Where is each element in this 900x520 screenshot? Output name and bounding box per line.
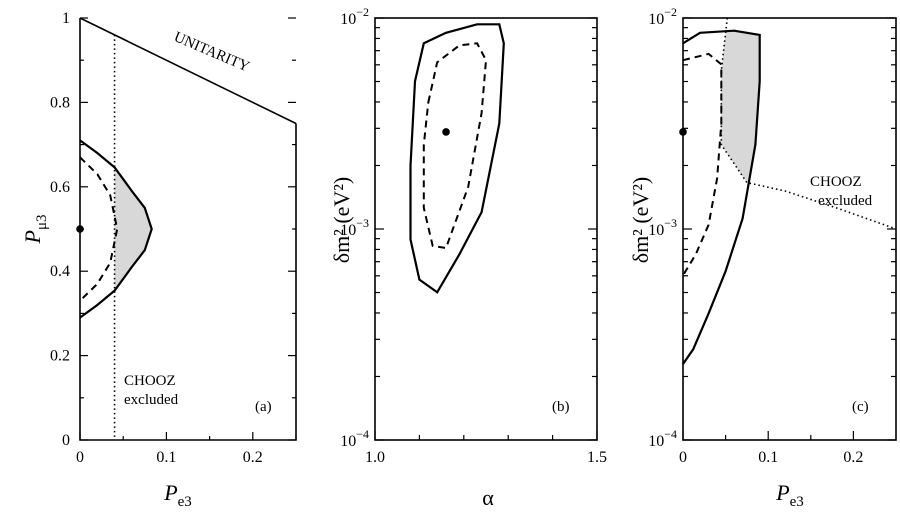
panel-a-solid-contour — [79, 139, 153, 319]
panel-c-tag: (c) — [852, 399, 869, 415]
panel-a-shaded-region — [114, 167, 152, 291]
panel-c-xlabel: Pe3 — [775, 480, 804, 510]
panel-c-chooz-curve — [720, 18, 896, 230]
panel-b-ytick-label: 10−2 — [340, 5, 369, 28]
panel-b-ytick-label: 10−3 — [340, 216, 369, 239]
panel-c-ylabel: δm² (eV²) — [628, 177, 653, 263]
panel-a-ytick-label: 0.8 — [50, 94, 70, 111]
panel-c-xtick-label: 0.1 — [758, 449, 778, 466]
panel-c-ytick-label: 10−3 — [648, 216, 677, 239]
panel-b-ylabel: δm² (eV²) — [329, 177, 354, 263]
panel-b-xtick-label: 1.5 — [587, 449, 607, 466]
panel-a-tag: (a) — [255, 399, 272, 415]
panel-a-xtick-label: 0.1 — [156, 449, 176, 466]
panel-c-frame — [682, 17, 897, 441]
panel-b-frame — [374, 17, 598, 441]
panel-c-ytick-label: 10−2 — [648, 5, 677, 28]
panel-b-solid-contour — [409, 23, 505, 294]
panel-b-tag: (b) — [552, 399, 570, 415]
panel-b-xtick-label: 1.0 — [365, 449, 385, 466]
panel-a-xlabel: Pe3 — [163, 480, 192, 510]
panel-a-ytick-label: 0 — [62, 432, 70, 449]
panel-a-chooz-label: CHOOZ — [124, 373, 176, 389]
panel-a-xtick-label: 0 — [76, 449, 84, 466]
panel-a-dashed-contour — [79, 156, 119, 302]
panel-a-xtick-label: 0.2 — [243, 449, 263, 466]
panel-a-ytick-label: 0.2 — [50, 348, 70, 365]
panel-c-dashed-contour — [682, 52, 723, 276]
panel-c-ytick-label: 10−4 — [648, 427, 677, 450]
panel-b-ytick-label: 10−4 — [340, 427, 369, 450]
panel-a-ylabel: Pμ3 — [20, 215, 50, 245]
panel-a-excluded-label: excluded — [124, 392, 179, 408]
panel-b-dashed-contour — [422, 42, 488, 250]
panel-a-ytick-label: 0.6 — [50, 179, 70, 196]
panel-a-unitarity-line — [79, 17, 297, 125]
panel-c-best-fit-point — [679, 128, 687, 136]
panel-a-ytick-label: 1 — [62, 10, 70, 27]
panel-c-solid-contour — [682, 29, 761, 365]
panel-c-xtick-label: 0 — [679, 449, 687, 466]
panel-a-ytick-label: 0.4 — [50, 263, 70, 280]
panel-b-xlabel: α — [482, 485, 494, 510]
panel-c-xtick-label: 0.2 — [843, 449, 863, 466]
panel-b-best-fit-point — [442, 128, 450, 136]
panel-a-frame — [79, 18, 297, 441]
panel-c-excluded-label: excluded — [818, 193, 873, 209]
panel-c-chooz-label: CHOOZ — [810, 174, 862, 190]
